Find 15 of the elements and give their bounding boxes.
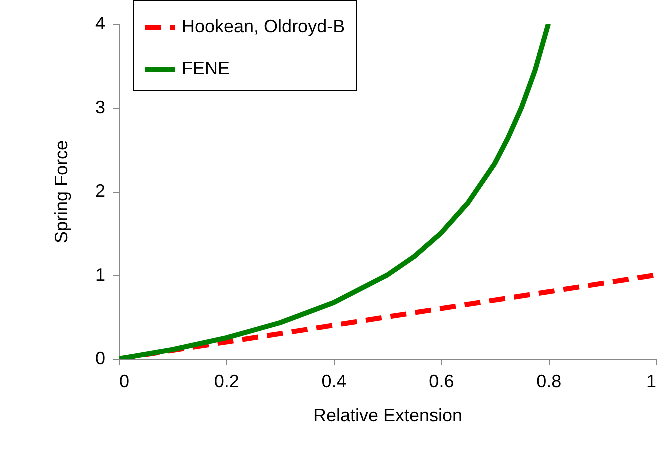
x-tick-label: 0.6	[429, 372, 454, 392]
y-axis-title: Spring Force	[51, 140, 72, 244]
x-tick-label: 0.8	[536, 372, 562, 392]
y-tick-label: 1	[95, 264, 106, 285]
x-tick-label: 1	[646, 372, 656, 392]
y-tick-label: 2	[95, 181, 106, 201]
x-axis-title: Relative Extension	[313, 406, 463, 426]
legend-label: FENE	[182, 58, 230, 78]
y-tick-label: 4	[95, 14, 106, 34]
y-tick-label: 0	[95, 348, 106, 368]
x-tick-label: 0.2	[214, 372, 240, 392]
legend-label: Hookean, Oldroyd-B	[182, 16, 346, 36]
x-tick-label: 0	[120, 372, 130, 392]
y-tick-label: 3	[95, 97, 106, 118]
x-tick-label: 0.4	[322, 372, 347, 392]
